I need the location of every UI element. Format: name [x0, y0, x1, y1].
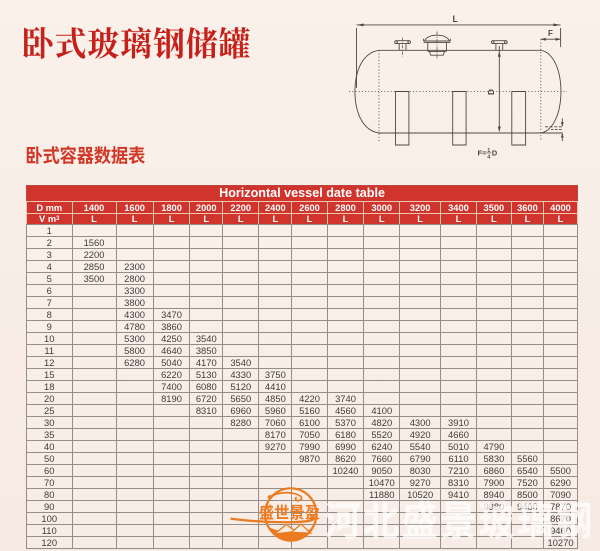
svg-text:D: D — [492, 148, 498, 157]
svg-text:F=: F= — [478, 148, 488, 157]
svg-text:D: D — [487, 89, 496, 95]
svg-text:4: 4 — [487, 154, 490, 160]
svg-text:L: L — [453, 14, 459, 24]
svg-text:F: F — [548, 29, 553, 38]
svg-text:1: 1 — [487, 148, 490, 154]
